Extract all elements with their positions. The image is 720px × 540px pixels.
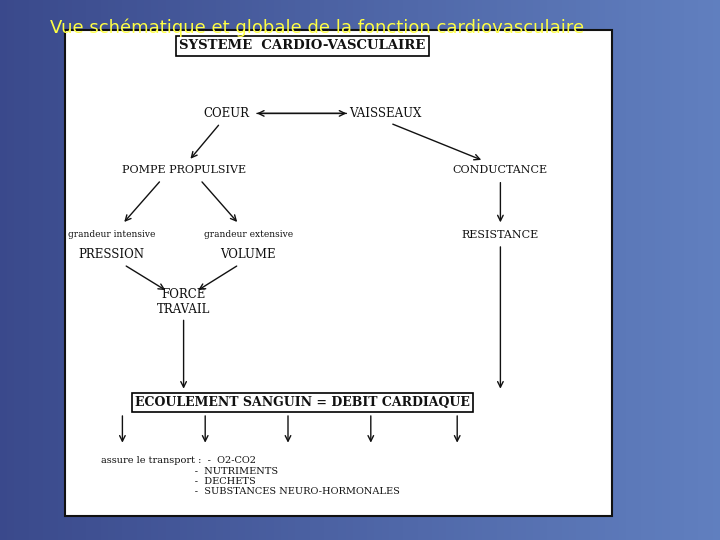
- Text: COEUR: COEUR: [204, 107, 250, 120]
- Text: grandeur extensive: grandeur extensive: [204, 231, 293, 239]
- Text: Vue schématique et globale de la fonction cardiovasculaire: Vue schématique et globale de la fonctio…: [50, 19, 585, 37]
- Text: VAISSEAUX: VAISSEAUX: [349, 107, 421, 120]
- FancyBboxPatch shape: [65, 30, 612, 516]
- Text: VOLUME: VOLUME: [220, 248, 276, 261]
- Text: CONDUCTANCE: CONDUCTANCE: [453, 165, 548, 175]
- Text: ECOULEMENT SANGUIN = DEBIT CARDIAQUE: ECOULEMENT SANGUIN = DEBIT CARDIAQUE: [135, 396, 470, 409]
- Text: SYSTEME  CARDIO-VASCULAIRE: SYSTEME CARDIO-VASCULAIRE: [179, 39, 426, 52]
- Text: FORCE
TRAVAIL: FORCE TRAVAIL: [157, 288, 210, 316]
- Text: PRESSION: PRESSION: [78, 248, 145, 261]
- Text: grandeur intensive: grandeur intensive: [68, 231, 156, 239]
- Text: RESISTANCE: RESISTANCE: [462, 230, 539, 240]
- Text: assure le transport :  -  O2-CO2
                              -  NUTRIMENTS
   : assure le transport : - O2-CO2 - NUTRIME…: [101, 456, 400, 496]
- Text: POMPE PROPULSIVE: POMPE PROPULSIVE: [122, 165, 246, 175]
